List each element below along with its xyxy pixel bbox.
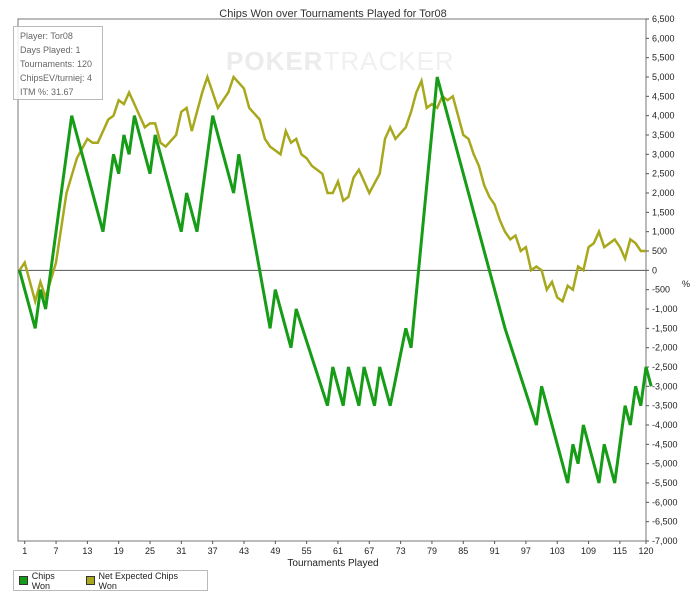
y-tick-label: 500 (652, 246, 667, 256)
legend-swatch-net-expected (85, 576, 95, 585)
y-axis-ticks: -7,000 -6,500 -6,000 -5,500 -5,000 -4,500 -4,0… (646, 14, 678, 546)
x-tick-label: 43 (239, 546, 249, 556)
y-tick-label: -1,000 (652, 304, 678, 314)
series-layer (18, 73, 653, 484)
x-axis-title: Tournaments Played (287, 558, 378, 569)
pokertracker-watermark-logo: POKERTRACKER (226, 46, 455, 77)
x-tick-label: 49 (270, 546, 280, 556)
info-chipsev: ChipsEV/turniej: 4 (20, 73, 93, 83)
x-tick-label: 7 (54, 546, 59, 556)
y-tick-label: 5,000 (652, 72, 675, 82)
y-tick-label: -1,500 (652, 323, 678, 333)
x-tick-label: 25 (145, 546, 155, 556)
x-tick-label: 19 (114, 546, 124, 556)
y-tick-label: 4,000 (652, 111, 675, 121)
y-tick-label: -6,500 (652, 517, 678, 527)
y-tick-label: -4,500 (652, 439, 678, 449)
plot-area-border (17, 18, 647, 542)
player-info-box: Player: Tor08 Days Played: 1 Tournaments… (13, 26, 103, 100)
x-tick-label: 31 (176, 546, 186, 556)
y-tick-label: -2,000 (652, 343, 678, 353)
x-tick-label: 115 (613, 546, 627, 556)
info-player: Player: Tor08 (20, 31, 73, 41)
y-tick-label: 3,500 (652, 130, 675, 140)
y-tick-label: 6,000 (652, 33, 675, 43)
x-tick-label: 1 (22, 546, 27, 556)
y-tick-label: 3,000 (652, 149, 675, 159)
watermark-tracker: TRACKER (323, 46, 455, 76)
series-line-chips-won (18, 76, 653, 484)
info-itm: ITM %: 31.67 (20, 87, 74, 97)
y-tick-label: -2,500 (652, 362, 678, 372)
x-tick-label: 103 (550, 546, 565, 556)
info-tournaments: Tournaments: 120 (20, 59, 93, 69)
x-tick-label: 67 (364, 546, 374, 556)
legend-swatch-chips-won (19, 576, 28, 585)
y-tick-label: -4,000 (652, 420, 678, 430)
x-tick-label: 120 (638, 546, 653, 556)
x-tick-label: 97 (521, 546, 531, 556)
y-tick-label: 1,500 (652, 207, 675, 217)
chart-title: Chips Won over Tournaments Played for To… (219, 8, 447, 20)
chart-legend: Chips Won Net Expected Chips Won (13, 570, 208, 591)
x-tick-label: 37 (208, 546, 218, 556)
y-tick-label: 1,000 (652, 227, 675, 237)
y-tick-label: 6,500 (652, 14, 675, 24)
x-tick-label: 79 (427, 546, 437, 556)
y-tick-label: -6,000 (652, 497, 678, 507)
y-tick-label: 2,000 (652, 188, 675, 198)
legend-item-net-expected: Net Expected Chips Won (85, 570, 195, 591)
legend-item-chips-won: Chips Won (19, 571, 74, 591)
y-tick-label: 2,500 (652, 169, 675, 179)
x-tick-label: 109 (581, 546, 596, 556)
y-axis-unit-label: % (682, 279, 690, 289)
x-tick-label: 61 (333, 546, 343, 556)
y-tick-label: -5,500 (652, 478, 678, 488)
y-tick-label: -7,000 (652, 536, 678, 546)
y-tick-label: -3,000 (652, 381, 678, 391)
series-line-net-expected-chips-won (18, 73, 646, 307)
x-tick-label: 85 (458, 546, 468, 556)
y-tick-label: 4,500 (652, 91, 675, 101)
y-tick-label: -3,500 (652, 401, 678, 411)
y-tick-label: -500 (652, 285, 670, 295)
x-tick-label: 91 (490, 546, 500, 556)
y-tick-label: 5,500 (652, 53, 675, 63)
y-tick-label: 0 (652, 265, 657, 275)
x-tick-label: 55 (302, 546, 312, 556)
y-tick-label: -5,000 (652, 459, 678, 469)
legend-label-net-expected: Net Expected Chips Won (98, 570, 179, 591)
x-tick-label: 73 (396, 546, 406, 556)
watermark-poker: POKER (226, 46, 324, 76)
info-days-played: Days Played: 1 (20, 45, 81, 55)
x-tick-label: 13 (82, 546, 92, 556)
x-axis-ticks: 1 7 13 19 25 31 37 43 49 55 61 67 73 79 85 91 97 103 109 11… (22, 541, 654, 556)
legend-label-chips-won: Chips Won (31, 570, 55, 591)
